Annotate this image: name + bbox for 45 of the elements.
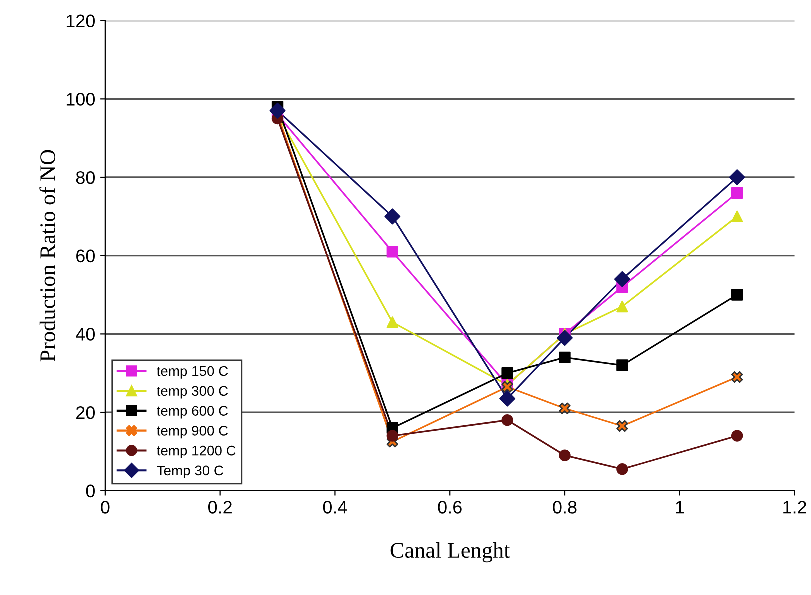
point [270,102,286,119]
point [386,430,399,442]
legend-label: temp 1200 C [157,446,236,458]
legend-label: temp 150 C [157,366,228,379]
point [502,414,514,426]
point [502,368,514,380]
point [729,170,746,186]
point [559,352,571,364]
x-axis-title: Canal Lenght [390,542,510,563]
point [557,330,573,346]
y-tick-label: 100 [66,93,96,106]
legend-label: temp 300 C [157,386,228,399]
point [731,371,744,384]
point [386,246,399,258]
point [500,390,516,407]
y-tick-label: 120 [66,14,96,28]
y-tick-label: 40 [76,328,96,341]
legend-label: temp 900 C [157,426,228,439]
y-tick-label: 20 [76,406,96,420]
point [616,463,628,476]
legend-label: Temp 30 C [157,466,224,478]
x-tick-label: 0.2 [208,501,232,514]
x-tick-label: 0.4 [323,501,348,514]
x-tick-label: 0.6 [438,501,462,514]
point [559,450,571,462]
point [616,300,628,313]
point [614,271,630,288]
legend-label: temp 600 C [157,406,228,419]
point [384,208,401,225]
point [731,289,744,301]
point [731,187,744,200]
point [731,210,744,223]
x-tick-label: 0.8 [553,501,577,514]
x-tick-label: 1.2 [784,501,806,514]
x-tick-label: 1 [676,501,684,514]
point [616,420,628,432]
x-tick-label: 0 [101,501,110,514]
y-tick-label: 0 [86,484,95,498]
y-axis-title: Production Ratio of NO [40,150,56,362]
y-tick-label: 80 [76,171,96,184]
point [616,360,628,372]
point [559,402,571,414]
point [731,430,744,442]
point [386,316,399,328]
y-tick-label: 60 [76,250,96,263]
